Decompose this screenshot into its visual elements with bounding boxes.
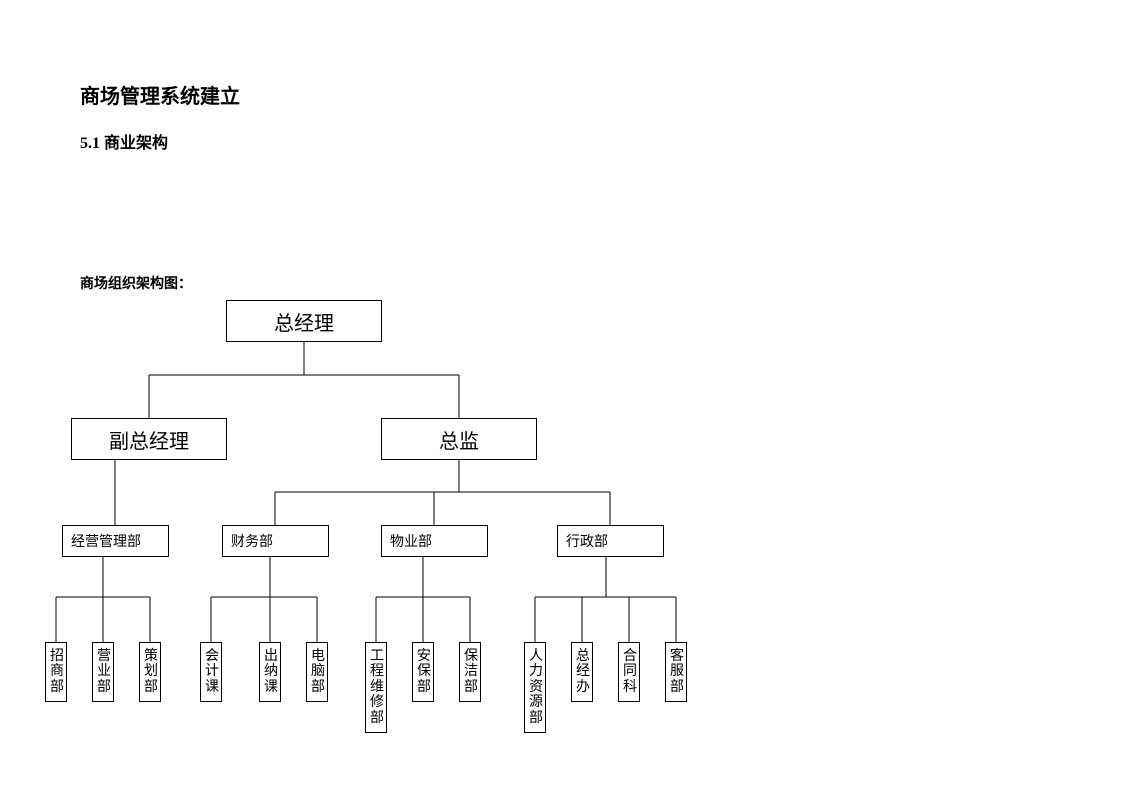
- node-yingye: 营业部: [92, 642, 114, 702]
- node-prop: 物业部: [381, 525, 488, 557]
- section-heading: 5.1 商业架构: [80, 129, 1042, 153]
- node-diannao: 电脑部: [306, 642, 328, 702]
- node-hetong: 合同科: [618, 642, 640, 702]
- node-cehua: 策划部: [139, 642, 161, 702]
- node-kefu: 客服部: [665, 642, 687, 702]
- node-admin: 行政部: [557, 525, 664, 557]
- node-dgm: 副总经理: [71, 418, 227, 460]
- node-ops: 经营管理部: [62, 525, 169, 557]
- node-zongjing: 总经办: [571, 642, 593, 702]
- node-fin: 财务部: [222, 525, 329, 557]
- node-baojie: 保洁部: [459, 642, 481, 702]
- page-title: 商场管理系统建立: [80, 80, 1042, 109]
- node-director: 总监: [381, 418, 537, 460]
- diagram-caption: 商场组织架构图：: [80, 273, 1042, 293]
- node-renli: 人力资源部: [524, 642, 546, 733]
- node-kuaiji: 会计课: [200, 642, 222, 702]
- node-chuna: 出纳课: [259, 642, 281, 702]
- node-gongcheng: 工程维修部: [365, 642, 387, 733]
- node-gm: 总经理: [226, 300, 382, 342]
- node-zhaoshang: 招商部: [45, 642, 67, 702]
- node-anbao: 安保部: [412, 642, 434, 702]
